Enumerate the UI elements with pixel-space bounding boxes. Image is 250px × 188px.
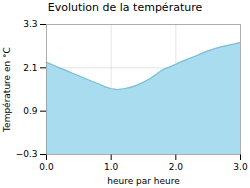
svg-text:Température en °C: Température en °C bbox=[2, 47, 12, 133]
html-text:Evolution de la température: Evolution de la température bbox=[47, 1, 203, 14]
svg-text:−0.3: −0.3 bbox=[16, 149, 38, 159]
svg-text:1.0: 1.0 bbox=[104, 162, 119, 172]
svg-text:0.9: 0.9 bbox=[23, 106, 38, 116]
svg-text:2.0: 2.0 bbox=[169, 162, 184, 172]
svg-text:2.1: 2.1 bbox=[23, 63, 37, 73]
svg-text:0.0: 0.0 bbox=[39, 162, 54, 172]
svg-text:3.0: 3.0 bbox=[233, 162, 248, 172]
svg-text:3.3: 3.3 bbox=[23, 19, 37, 29]
svg-text:heure par heure: heure par heure bbox=[107, 176, 180, 186]
